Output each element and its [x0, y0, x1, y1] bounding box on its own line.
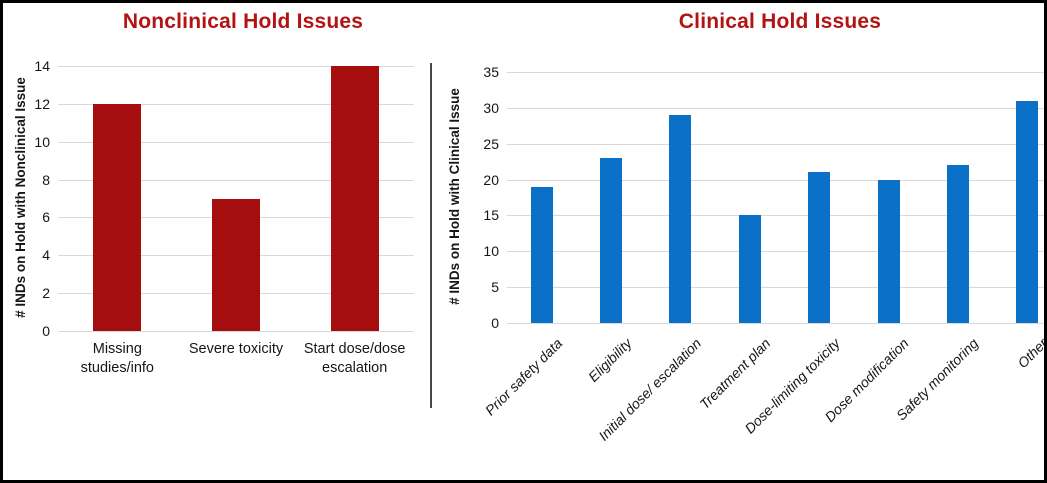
y-tick-label: 4 — [42, 247, 50, 264]
bar — [946, 165, 969, 323]
y-tick-label: 35 — [483, 64, 499, 80]
axis-divider-line — [430, 63, 432, 408]
bar — [808, 172, 831, 323]
y-tick-label: 25 — [483, 135, 499, 152]
y-tick-label: 0 — [491, 315, 499, 331]
gridline — [507, 108, 1044, 109]
gridline — [58, 66, 414, 67]
bar — [330, 66, 379, 331]
gridline — [58, 180, 414, 181]
x-category-label: Missing studies/info — [80, 341, 154, 376]
x-category-label: Severe toxicity — [188, 341, 284, 357]
bar — [530, 186, 553, 323]
plot-area — [507, 72, 1044, 324]
bar — [738, 215, 761, 323]
gridline — [507, 215, 1044, 216]
bar — [93, 103, 142, 331]
y-tick-label: 8 — [42, 171, 50, 188]
bar — [1016, 100, 1039, 323]
y-tick-label: 30 — [483, 99, 499, 116]
chart-title: Clinical Hold Issues — [678, 10, 882, 33]
gridline — [507, 251, 1044, 252]
y-tick-label: 12 — [34, 95, 50, 112]
nonclinical-hold-chart: Nonclinical Hold Issues # INDs on Hold w… — [3, 3, 1044, 480]
x-category-label: Start dose/dose escalation — [303, 341, 406, 376]
y-tick-label: 2 — [42, 285, 50, 302]
gridline — [507, 180, 1044, 181]
bar — [669, 115, 692, 323]
gridline — [507, 287, 1044, 288]
plot-area — [58, 66, 414, 332]
bar — [600, 158, 623, 323]
y-tick-label: 14 — [34, 58, 50, 74]
gridline — [507, 72, 1044, 73]
y-tick-label: 6 — [42, 209, 50, 226]
y-tick-label: 0 — [42, 323, 50, 339]
clinical-hold-chart: Clinical Hold Issues # INDs on Hold with… — [3, 3, 1044, 480]
gridline — [58, 104, 414, 105]
y-tick-label: 5 — [491, 279, 499, 296]
y-tick-label: 10 — [34, 133, 50, 150]
chart-title: Nonclinical Hold Issues — [122, 10, 364, 33]
gridline — [507, 323, 1044, 324]
gridline — [58, 142, 414, 143]
y-tick-label: 20 — [483, 171, 499, 188]
gridline — [507, 144, 1044, 145]
y-tick-label: 10 — [483, 243, 499, 260]
y-tick-label: 15 — [483, 207, 499, 224]
bar — [212, 198, 260, 331]
bar — [877, 179, 900, 323]
gridline — [58, 331, 414, 332]
y-axis-label: # INDs on Hold with Clinical Issue — [446, 87, 462, 305]
